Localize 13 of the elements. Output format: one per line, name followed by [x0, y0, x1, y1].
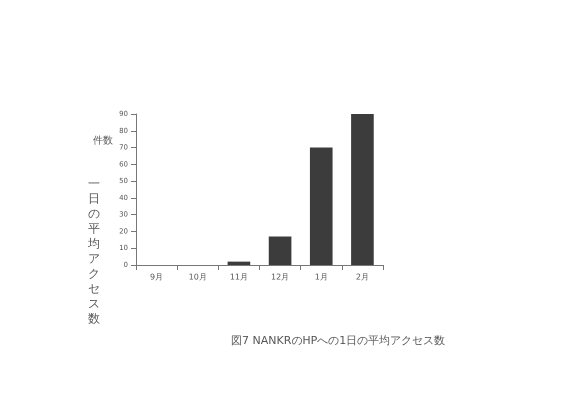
text: 件数: [93, 136, 113, 146]
text: 図7 NANKRのHPへの1日の平均アクセス数: [231, 334, 446, 347]
bar: [351, 114, 374, 265]
x-tick-label: 10月: [188, 272, 207, 282]
bar: [310, 148, 333, 265]
x-tick-label: 1月: [314, 272, 328, 282]
bar: [268, 236, 292, 265]
bar: [228, 262, 250, 265]
x-tick-label: 11月: [230, 272, 248, 282]
x-tick-label: 9月: [150, 272, 164, 282]
text: 一日の平均アクセス数: [88, 176, 100, 326]
x-tick-label: 12月: [270, 272, 290, 282]
x-tick-label: 2月: [356, 272, 369, 282]
